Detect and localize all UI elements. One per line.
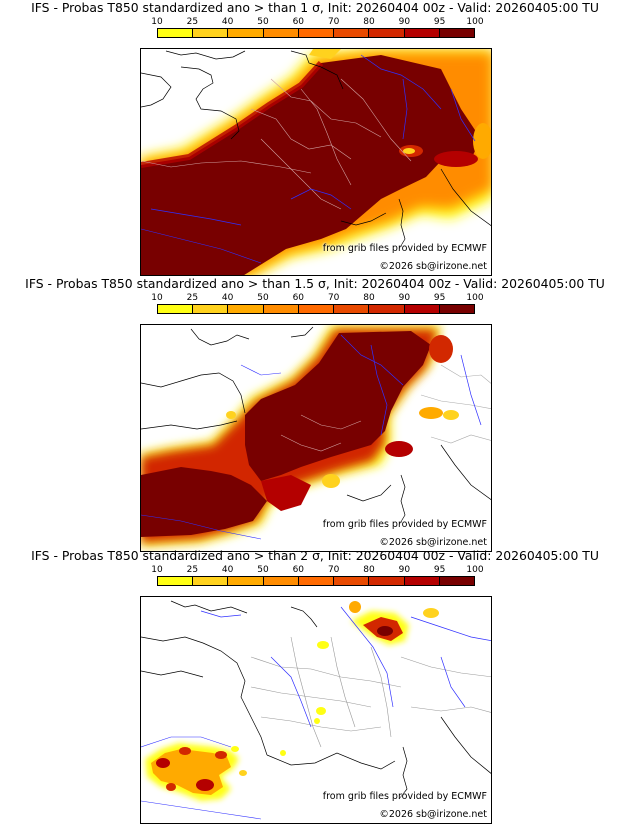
- legend-tick: 100: [466, 293, 484, 303]
- legend-swatch: [333, 577, 369, 585]
- legend-tick: 60: [292, 565, 305, 575]
- legend-swatch: [297, 305, 334, 313]
- legend-tick: 95: [433, 17, 446, 27]
- probability-field: [145, 601, 439, 801]
- colorbar-legend: 10 25 40 50 60 70 80 90 95 100: [151, 565, 484, 586]
- credit-source: from grib files provided by ECMWF: [322, 791, 487, 802]
- credit-copyright: ©2026 sb@irizone.net: [379, 261, 487, 272]
- legend-swatch: [403, 29, 439, 37]
- map-lines: [141, 326, 491, 540]
- probability-field: [141, 49, 491, 275]
- probability-field: [141, 325, 459, 547]
- legend-tick: 90: [398, 17, 411, 27]
- map-panel-1sigma: IFS - Probas T850 standardized ano > tha…: [0, 0, 630, 276]
- colorbar-labels: 10 25 40 50 60 70 80 90 95 100: [151, 17, 483, 28]
- legend-tick: 80: [363, 565, 375, 575]
- map-graphic: [141, 325, 491, 547]
- legend-swatch: [262, 305, 298, 313]
- legend-swatch: [333, 29, 369, 37]
- legend-tick: 25: [186, 293, 199, 303]
- map-graphic: [141, 49, 491, 275]
- legend-swatch: [158, 577, 193, 585]
- legend-swatch: [438, 29, 474, 37]
- legend-swatch: [333, 305, 369, 313]
- legend-tick: 60: [292, 293, 305, 303]
- probability-map: from grib files provided by ECMWF ©2026 …: [140, 324, 492, 552]
- legend-swatch: [158, 305, 193, 313]
- legend-swatch: [158, 29, 193, 37]
- probability-map: from grib files provided by ECMWF ©2026 …: [140, 596, 492, 824]
- legend-tick: 10: [151, 565, 163, 575]
- legend-tick: 50: [257, 293, 269, 303]
- colorbar-swatches: [157, 304, 475, 314]
- map-panel-1-5sigma: IFS - Probas T850 standardized ano > tha…: [0, 276, 630, 552]
- legend-tick: 90: [398, 293, 411, 303]
- colorbar-labels: 10 25 40 50 60 70 80 90 95 100: [151, 565, 483, 576]
- legend-swatch: [262, 29, 298, 37]
- legend-tick: 95: [433, 565, 446, 575]
- colorbar-swatches: [157, 576, 475, 586]
- legend-swatch: [368, 29, 404, 37]
- legend-tick: 50: [257, 17, 269, 27]
- legend-swatch: [368, 305, 404, 313]
- legend-tick: 80: [363, 17, 375, 27]
- legend-swatch: [227, 305, 263, 313]
- credit-source: from grib files provided by ECMWF: [322, 243, 487, 254]
- legend-swatch: [192, 29, 228, 37]
- legend-tick: 100: [466, 17, 484, 27]
- map-lines: [141, 50, 491, 264]
- legend-tick: 70: [327, 293, 340, 303]
- legend-swatch: [192, 577, 228, 585]
- legend-tick: 40: [221, 293, 234, 303]
- map-lines: [141, 600, 491, 820]
- legend-swatch: [297, 577, 334, 585]
- map-panel-2sigma: IFS - Probas T850 standardized ano > tha…: [0, 548, 630, 824]
- legend-tick: 100: [466, 565, 484, 575]
- legend-swatch: [192, 305, 228, 313]
- colorbar-swatches: [157, 28, 475, 38]
- legend-swatch: [368, 577, 404, 585]
- legend-tick: 25: [186, 565, 199, 575]
- legend-swatch: [403, 577, 439, 585]
- legend-swatch: [438, 577, 474, 585]
- legend-tick: 80: [363, 293, 375, 303]
- colorbar-labels: 10 25 40 50 60 70 80 90 95 100: [151, 293, 483, 304]
- legend-tick: 40: [221, 17, 234, 27]
- legend-swatch: [403, 305, 439, 313]
- legend-tick: 25: [186, 17, 199, 27]
- legend-tick: 10: [151, 17, 163, 27]
- legend-tick: 60: [292, 17, 305, 27]
- legend-swatch: [227, 29, 263, 37]
- panel-title: IFS - Probas T850 standardized ano > tha…: [25, 276, 605, 291]
- map-graphic: [141, 600, 491, 820]
- credit-copyright: ©2026 sb@irizone.net: [379, 809, 487, 820]
- credit-copyright: ©2026 sb@irizone.net: [379, 537, 487, 548]
- legend-tick: 70: [327, 17, 340, 27]
- legend-tick: 95: [433, 293, 446, 303]
- legend-swatch: [262, 577, 298, 585]
- legend-tick: 40: [221, 565, 234, 575]
- colorbar-legend: 10 25 40 50 60 70 80 90 95 100: [151, 293, 484, 314]
- colorbar-legend: 10 25 40 50 60 70 80 90 95 100: [151, 17, 484, 38]
- legend-swatch: [438, 305, 474, 313]
- legend-tick: 10: [151, 293, 163, 303]
- legend-swatch: [297, 29, 334, 37]
- legend-tick: 70: [327, 565, 340, 575]
- probability-map: from grib files provided by ECMWF ©2026 …: [140, 48, 492, 276]
- legend-tick: 50: [257, 565, 269, 575]
- legend-tick: 90: [398, 565, 411, 575]
- panel-title: IFS - Probas T850 standardized ano > tha…: [31, 548, 599, 563]
- panel-title: IFS - Probas T850 standardized ano > tha…: [31, 0, 599, 15]
- legend-swatch: [227, 577, 263, 585]
- credit-source: from grib files provided by ECMWF: [322, 519, 487, 530]
